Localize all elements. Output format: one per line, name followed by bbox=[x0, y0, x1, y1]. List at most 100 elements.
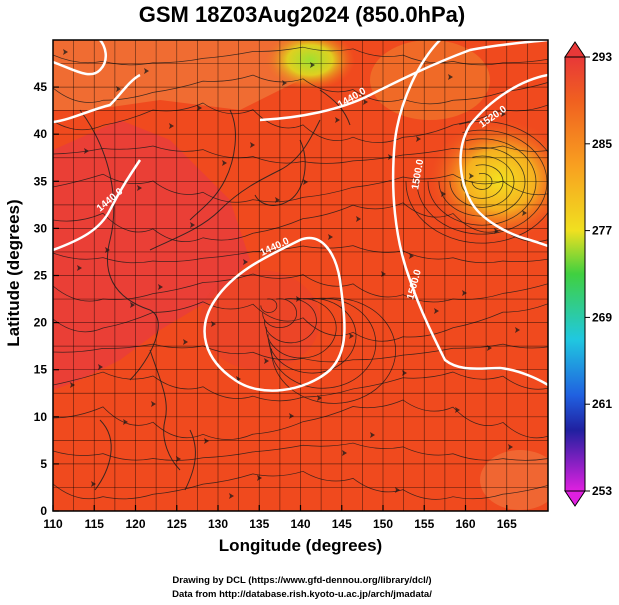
contour-low-center bbox=[203, 237, 346, 392]
colorbar-bottom-arrow bbox=[564, 490, 586, 507]
contour-label: 1500.0 bbox=[410, 158, 426, 190]
streamline bbox=[471, 173, 493, 190]
streamline bbox=[427, 138, 537, 226]
y-axis-title: Latitude (degrees) bbox=[4, 199, 23, 347]
streamline-arrow bbox=[204, 438, 209, 444]
streamline-arrow bbox=[455, 407, 460, 413]
streamline-arrow bbox=[190, 222, 195, 228]
colorbar-label: 253 bbox=[592, 484, 612, 498]
streamline bbox=[264, 298, 317, 344]
streamline-arrow bbox=[222, 160, 227, 166]
y-tick-label: 25 bbox=[34, 269, 48, 283]
streamline-arrow bbox=[303, 179, 308, 185]
streamline-arrow bbox=[144, 68, 149, 74]
streamline-arrow bbox=[229, 493, 234, 499]
x-tick-label: 125 bbox=[167, 517, 187, 531]
contour-west bbox=[53, 73, 142, 252]
streamline bbox=[405, 121, 548, 244]
x-tick-label: 115 bbox=[85, 517, 105, 531]
streamline bbox=[271, 297, 396, 404]
streamline-arrow bbox=[515, 327, 520, 333]
y-axis: 0 5 10 15 20 25 30 35 40 45 bbox=[34, 80, 59, 518]
x-axis-title: Longitude (degrees) bbox=[218, 536, 383, 555]
streamline-arrow bbox=[91, 481, 96, 487]
x-axis: 110 115 120 125 130 135 140 145 150 155 160 165 bbox=[43, 505, 517, 531]
streamline-arrow bbox=[151, 401, 156, 407]
streamline-arrow bbox=[370, 432, 375, 438]
streamline bbox=[53, 74, 548, 105]
streamline bbox=[269, 297, 377, 389]
x-tick-label: 160 bbox=[455, 517, 475, 531]
y-tick-label: 10 bbox=[34, 410, 48, 424]
streamline-arrow bbox=[123, 419, 128, 425]
streamline-arrow bbox=[328, 234, 333, 240]
streamline-arrow bbox=[409, 253, 414, 259]
streamline bbox=[53, 301, 548, 342]
streamline-arrow bbox=[388, 154, 393, 160]
y-tick-label: 5 bbox=[40, 457, 47, 471]
streamline bbox=[53, 245, 548, 264]
credit-data: Data from http://database.rish.kyoto-u.a… bbox=[172, 589, 432, 600]
streamline bbox=[449, 155, 515, 208]
streamline-arrow bbox=[349, 333, 354, 339]
streamline-arrow bbox=[289, 413, 294, 419]
colorbar-label: 285 bbox=[592, 137, 612, 151]
streamline-arrow bbox=[282, 80, 287, 86]
streamline-arrow bbox=[317, 395, 322, 401]
streamline-arrow bbox=[169, 123, 174, 129]
x-tick-label: 155 bbox=[414, 517, 434, 531]
streamline-arrow bbox=[84, 148, 89, 154]
streamline-arrow bbox=[501, 111, 506, 117]
colorbar-label: 293 bbox=[592, 50, 612, 64]
contour-north bbox=[259, 40, 548, 122]
x-tick-label: 140 bbox=[290, 517, 310, 531]
colorbar-label: 277 bbox=[592, 224, 612, 238]
colorbar-label: 261 bbox=[592, 397, 612, 411]
lat-lon-grid bbox=[53, 40, 548, 511]
streamline bbox=[53, 470, 548, 500]
streamline-arrow bbox=[264, 358, 269, 364]
y-tick-label: 0 bbox=[40, 504, 47, 518]
y-tick-label: 40 bbox=[34, 127, 48, 141]
contour-northwest bbox=[53, 40, 107, 76]
y-tick-label: 35 bbox=[34, 174, 48, 188]
streamline-arrow bbox=[363, 99, 368, 105]
streamline-arrow bbox=[197, 105, 202, 111]
streamline-arrow bbox=[342, 450, 347, 456]
x-tick-label: 165 bbox=[497, 517, 517, 531]
height-contours bbox=[53, 40, 548, 392]
streamline bbox=[53, 46, 548, 66]
y-tick-label: 15 bbox=[34, 363, 48, 377]
streamline-arrow bbox=[402, 370, 407, 376]
colorbar: 293 285 277 269 261 253 bbox=[564, 41, 612, 507]
streamline bbox=[53, 399, 548, 440]
streamline-arrow bbox=[176, 456, 181, 462]
streamline-arrow bbox=[434, 308, 439, 314]
x-tick-label: 130 bbox=[208, 517, 228, 531]
y-tick-label: 30 bbox=[34, 221, 48, 235]
streamline-arrow bbox=[116, 86, 121, 92]
streamline-arrow bbox=[70, 382, 75, 388]
x-tick-label: 135 bbox=[249, 517, 269, 531]
streamline-arrow bbox=[158, 284, 163, 290]
contour-mid bbox=[391, 40, 548, 387]
streamline-arrow bbox=[395, 487, 400, 493]
streamline-arrow bbox=[335, 117, 340, 123]
streamline bbox=[53, 145, 548, 164]
streamline-arrow bbox=[356, 216, 361, 222]
streamline-arrow bbox=[508, 444, 513, 450]
colorbar-top-arrow bbox=[564, 41, 586, 58]
y-tick-label: 20 bbox=[34, 316, 48, 330]
streamline bbox=[265, 298, 337, 359]
streamline-arrow bbox=[63, 49, 68, 55]
x-tick-label: 120 bbox=[125, 517, 145, 531]
x-tick-label: 110 bbox=[43, 517, 63, 531]
streamline bbox=[53, 102, 548, 143]
streamline-arrow bbox=[77, 265, 82, 271]
streamline-arrow bbox=[522, 210, 527, 216]
streamline-arrow bbox=[137, 185, 142, 191]
chart-title: GSM 18Z03Aug2024 (850.0hPa) bbox=[138, 2, 466, 27]
streamline bbox=[267, 297, 357, 374]
streamline bbox=[53, 442, 548, 461]
